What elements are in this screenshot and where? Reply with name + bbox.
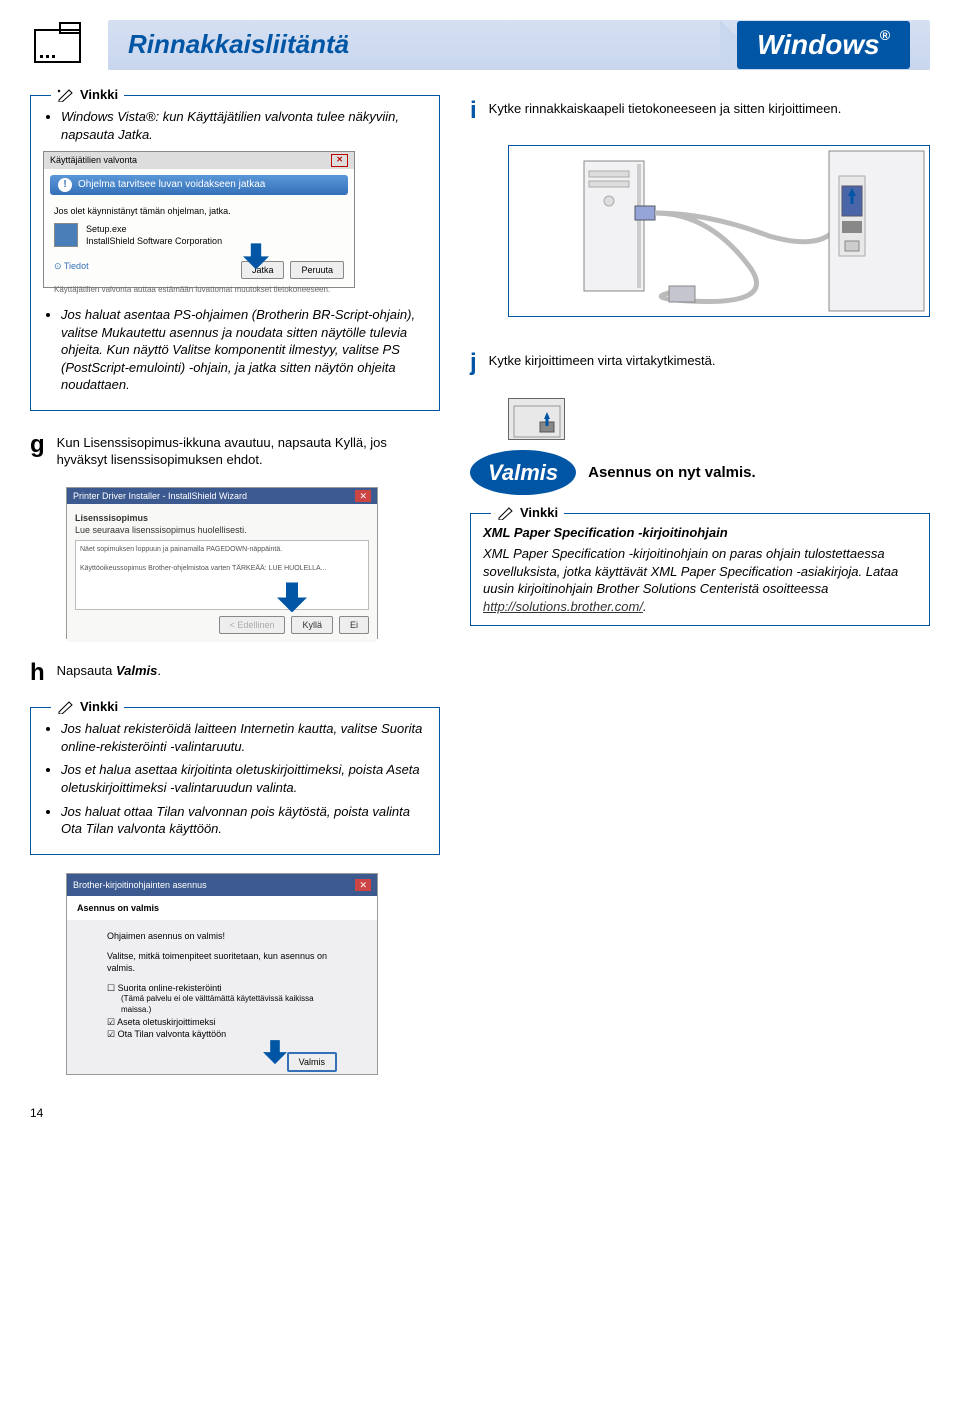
pencil-icon xyxy=(57,88,75,102)
step-i: i Kytke rinnakkaiskaapeli tietokoneeseen… xyxy=(470,95,930,127)
step-letter: i xyxy=(470,95,477,127)
app-icon xyxy=(54,223,78,247)
left-column: Vinkki Windows Vista®: kun Käyttäjätilie… xyxy=(30,95,440,1075)
step-letter: g xyxy=(30,429,45,461)
pointer-arrow-icon xyxy=(263,1040,287,1064)
vinkki-text: Windows Vista®: kun Käyttäjätilien valvo… xyxy=(61,108,427,143)
step-j: j Kytke kirjoittimeen virta virtakytkime… xyxy=(470,347,930,379)
page-title: Rinnakkaisliitäntä xyxy=(128,27,349,62)
step-h: h Napsauta Valmis. xyxy=(30,657,440,689)
vinkki2-item: Jos haluat ottaa Tilan valvonnan pois kä… xyxy=(61,803,427,838)
cable-illustration xyxy=(508,145,930,317)
vinkki-label: Vinkki xyxy=(51,698,124,716)
vinkki-box-1: Vinkki Windows Vista®: kun Käyttäjätilie… xyxy=(30,95,440,411)
step-text: Kun Lisenssisopimus-ikkuna avautuu, naps… xyxy=(57,429,440,469)
vinkki2-item: Jos haluat rekisteröidä laitteen Interne… xyxy=(61,720,427,755)
ps-driver-note: Jos haluat asentaa PS-ohjaimen (Brotheri… xyxy=(61,306,427,394)
brother-solutions-link[interactable]: http://solutions.brother.com/ xyxy=(483,599,643,614)
vinkki-label: Vinkki xyxy=(491,504,564,522)
cancel-button[interactable]: Peruuta xyxy=(290,261,344,279)
vista-uac-screenshot: Käyttäjätilien valvonta✕ !Ohjelma tarvit… xyxy=(43,151,355,288)
platform-badge: Windows® xyxy=(737,21,910,69)
vinkki2-item: Jos et halua asettaa kirjoitinta oletusk… xyxy=(61,761,427,796)
header-bar: Rinnakkaisliitäntä Windows® xyxy=(108,20,930,70)
right-column: i Kytke rinnakkaiskaapeli tietokoneeseen… xyxy=(470,95,930,1075)
xml-body: XML Paper Specification -kirjoitinohjain… xyxy=(483,545,917,615)
valmis-text: Asennus on nyt valmis. xyxy=(588,463,756,483)
vinkki-label: Vinkki xyxy=(51,86,124,104)
step-g: g Kun Lisenssisopimus-ikkuna avautuu, na… xyxy=(30,429,440,469)
xml-title: XML Paper Specification -kirjoitinohjain xyxy=(483,524,917,542)
no-button[interactable]: Ei xyxy=(339,616,369,634)
step-text: Kytke rinnakkaiskaapeli tietokoneeseen j… xyxy=(489,95,930,118)
finish-button[interactable]: Valmis xyxy=(287,1052,337,1072)
step-text: Napsauta Valmis. xyxy=(57,657,440,680)
pencil-icon xyxy=(497,506,515,520)
valmis-row: Valmis Asennus on nyt valmis. xyxy=(470,450,930,496)
power-switch-illustration xyxy=(508,398,565,440)
step-letter: j xyxy=(470,347,477,379)
page-number: 14 xyxy=(30,1105,930,1121)
printer-icon xyxy=(30,20,90,70)
step-letter: h xyxy=(30,657,45,689)
license-screenshot: Printer Driver Installer - InstallShield… xyxy=(66,487,378,639)
yes-button[interactable]: Kyllä xyxy=(291,616,333,634)
pencil-icon xyxy=(57,700,75,714)
vinkki-box-3: Vinkki XML Paper Specification -kirjoiti… xyxy=(470,513,930,626)
valmis-badge: Valmis xyxy=(470,450,576,496)
header: Rinnakkaisliitäntä Windows® xyxy=(30,20,930,70)
back-button[interactable]: < Edellinen xyxy=(219,616,286,634)
continue-button[interactable]: Jatka xyxy=(241,261,285,279)
step-text: Kytke kirjoittimeen virta virtakytkimest… xyxy=(489,347,930,370)
vinkki-box-2: Vinkki Jos haluat rekisteröidä laitteen … xyxy=(30,707,440,854)
details-link[interactable]: ⊙ Tiedot xyxy=(54,260,89,272)
finish-screenshot: Brother-kirjoitinohjainten asennus✕ Asen… xyxy=(66,873,378,1075)
